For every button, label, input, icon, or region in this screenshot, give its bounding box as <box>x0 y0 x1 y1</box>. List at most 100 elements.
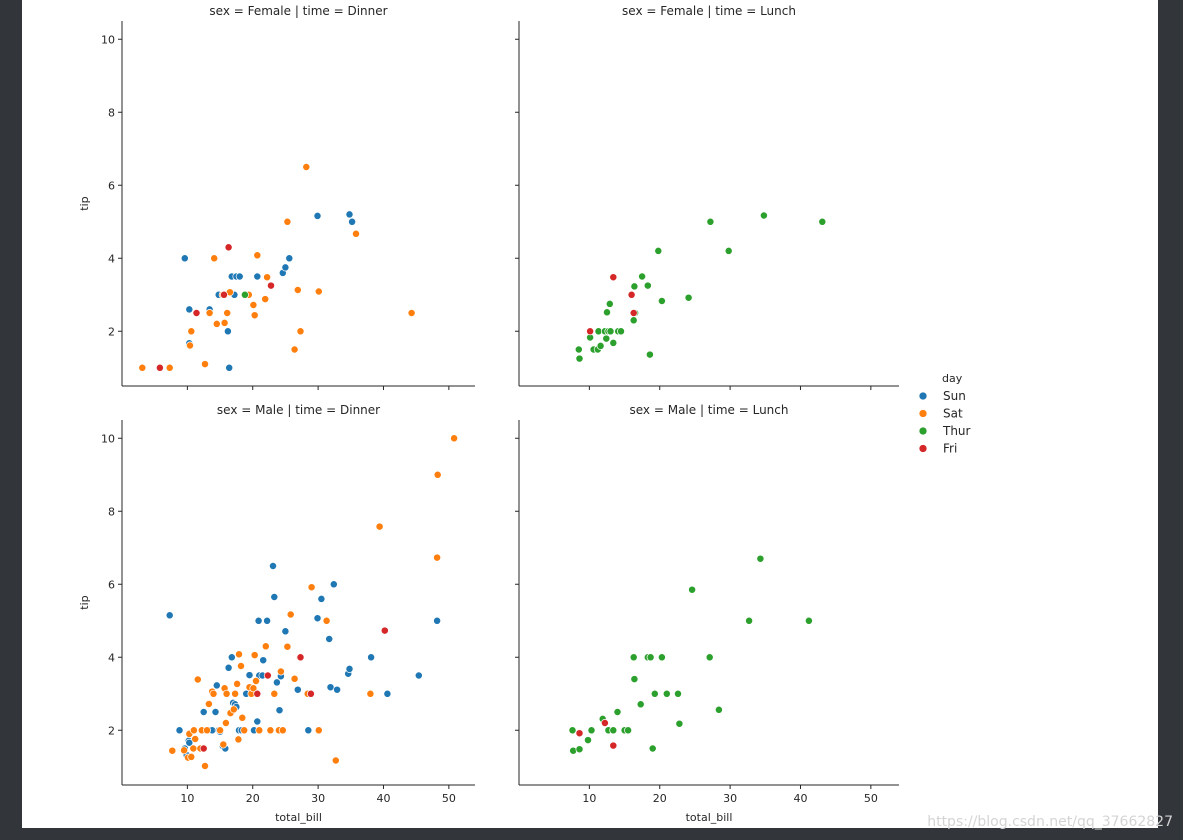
point-thur <box>688 585 697 594</box>
legend-label-sat: Sat <box>943 407 963 421</box>
y-tick-label: 2 <box>108 724 115 737</box>
point-sat <box>201 360 209 369</box>
point-fri <box>629 309 638 317</box>
legend-marker-fri <box>918 444 928 453</box>
point-thur <box>756 554 765 563</box>
facet-panel-4: sex = Male | time = Lunch 10 20 30 40 50 total… <box>515 403 899 824</box>
point-thur <box>804 616 813 625</box>
point-thur <box>575 745 584 754</box>
point-sun <box>275 706 284 715</box>
scatter-facet-grid: sex = Female | time = Dinner246810tipsex… <box>78 4 971 824</box>
y-tick-label: 10 <box>101 432 115 445</box>
point-sat <box>433 470 442 479</box>
point-sat <box>261 295 270 304</box>
point-thur <box>706 217 715 226</box>
y-tick-label: 6 <box>108 179 115 192</box>
point-fri <box>609 273 618 282</box>
point-sat <box>205 309 214 317</box>
point-thur <box>650 689 659 698</box>
point-sat <box>450 434 459 443</box>
point-thur <box>818 217 827 226</box>
point-sat <box>229 705 238 714</box>
point-thur <box>609 338 618 347</box>
point-sun <box>383 689 392 698</box>
point-thur <box>568 726 577 735</box>
point-sat <box>252 677 260 685</box>
point-sat <box>201 762 209 770</box>
point-sat <box>216 726 225 735</box>
point-fri <box>192 309 201 317</box>
point-thur <box>714 705 723 714</box>
point-sat <box>209 689 218 698</box>
point-sun <box>329 580 338 589</box>
point-sat <box>278 726 287 735</box>
point-fri <box>586 327 595 336</box>
y-tick-label: 6 <box>108 578 115 591</box>
point-fri <box>224 243 233 252</box>
y-axis-label: tip <box>78 196 91 210</box>
x-tick-label: 40 <box>793 792 807 805</box>
point-sun <box>317 594 326 603</box>
legend-label-fri: Fri <box>943 442 957 456</box>
point-sun <box>245 671 254 680</box>
x-tick-label: 10 <box>180 792 194 805</box>
point-sat <box>180 746 189 755</box>
legend: day Sun Sat Thur Fri <box>918 372 971 456</box>
point-fri <box>263 671 272 680</box>
point-sun <box>367 653 376 662</box>
point-sun <box>254 616 263 625</box>
x-tick-label: 50 <box>442 792 456 805</box>
point-sat <box>366 689 375 698</box>
point-sun <box>259 656 268 665</box>
point-sat <box>283 642 292 651</box>
point-sun <box>345 664 354 673</box>
point-sat <box>286 610 295 619</box>
point-sun <box>235 272 244 281</box>
point-sun <box>224 663 233 672</box>
point-sat <box>331 756 340 765</box>
point-sun <box>253 272 262 281</box>
point-sun <box>345 210 354 219</box>
x-tick-label: 40 <box>376 792 390 805</box>
point-fri <box>609 741 618 750</box>
point-thur <box>624 726 633 735</box>
point-thur <box>617 327 625 336</box>
legend-marker-sun <box>918 391 928 401</box>
point-thur <box>605 299 614 308</box>
panel-title: sex = Male | time = Dinner <box>217 403 380 417</box>
point-sat <box>138 363 147 372</box>
y-tick-label: 4 <box>108 651 115 664</box>
point-sun <box>175 726 184 735</box>
point-sun <box>348 217 357 226</box>
watermark: https://blog.csdn.net/qq_37662827 <box>927 814 1173 830</box>
point-sun <box>223 327 232 336</box>
point-thur <box>240 290 249 299</box>
point-sat <box>221 719 230 727</box>
point-thur <box>675 719 684 728</box>
point-thur <box>674 689 682 698</box>
point-sat <box>204 700 213 708</box>
point-sat <box>231 689 240 698</box>
point-thur <box>587 726 596 735</box>
point-thur <box>629 316 638 325</box>
point-sat <box>165 363 174 372</box>
point-thur <box>759 211 768 220</box>
point-fri <box>627 290 636 299</box>
point-sat <box>433 553 442 562</box>
point-sat <box>220 318 229 327</box>
point-sat <box>222 689 231 698</box>
point-sat <box>270 689 279 698</box>
point-sun <box>325 635 334 643</box>
point-sat <box>302 163 311 171</box>
legend-marker-thur <box>918 426 928 436</box>
point-sun <box>180 254 189 263</box>
y-tick-label: 10 <box>101 33 115 46</box>
point-thur <box>724 246 733 255</box>
point-sat <box>322 616 331 625</box>
point-sat <box>296 327 305 336</box>
legend-label-thur: Thur <box>942 424 971 438</box>
point-fri <box>199 744 208 753</box>
point-sat <box>290 674 299 683</box>
point-sun <box>227 653 236 662</box>
point-sat <box>193 675 202 684</box>
